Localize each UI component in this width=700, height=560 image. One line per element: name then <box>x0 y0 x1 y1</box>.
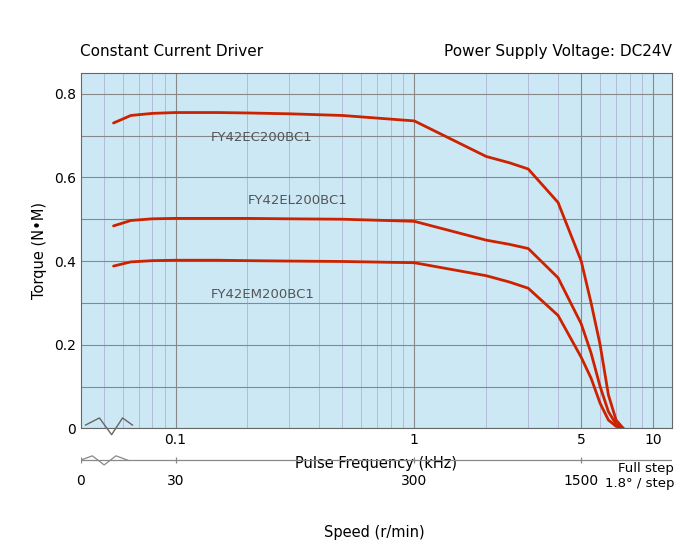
Text: FY42EM200BC1: FY42EM200BC1 <box>211 288 314 301</box>
Text: 30: 30 <box>167 474 184 488</box>
Text: FY42EL200BC1: FY42EL200BC1 <box>247 194 347 207</box>
Text: Power Supply Voltage: DC24V: Power Supply Voltage: DC24V <box>444 44 672 59</box>
X-axis label: Pulse Frequency (kHz): Pulse Frequency (kHz) <box>295 456 457 470</box>
Text: 0: 0 <box>76 474 85 488</box>
Text: Speed (r/min): Speed (r/min) <box>324 525 425 540</box>
Text: FY42EC200BC1: FY42EC200BC1 <box>211 131 312 144</box>
Text: 1500: 1500 <box>564 474 598 488</box>
Text: Constant Current Driver: Constant Current Driver <box>80 44 264 59</box>
Text: 300: 300 <box>401 474 428 488</box>
Y-axis label: Torque (N•M): Torque (N•M) <box>32 202 47 299</box>
Text: Full step
1.8° / step: Full step 1.8° / step <box>605 462 674 490</box>
